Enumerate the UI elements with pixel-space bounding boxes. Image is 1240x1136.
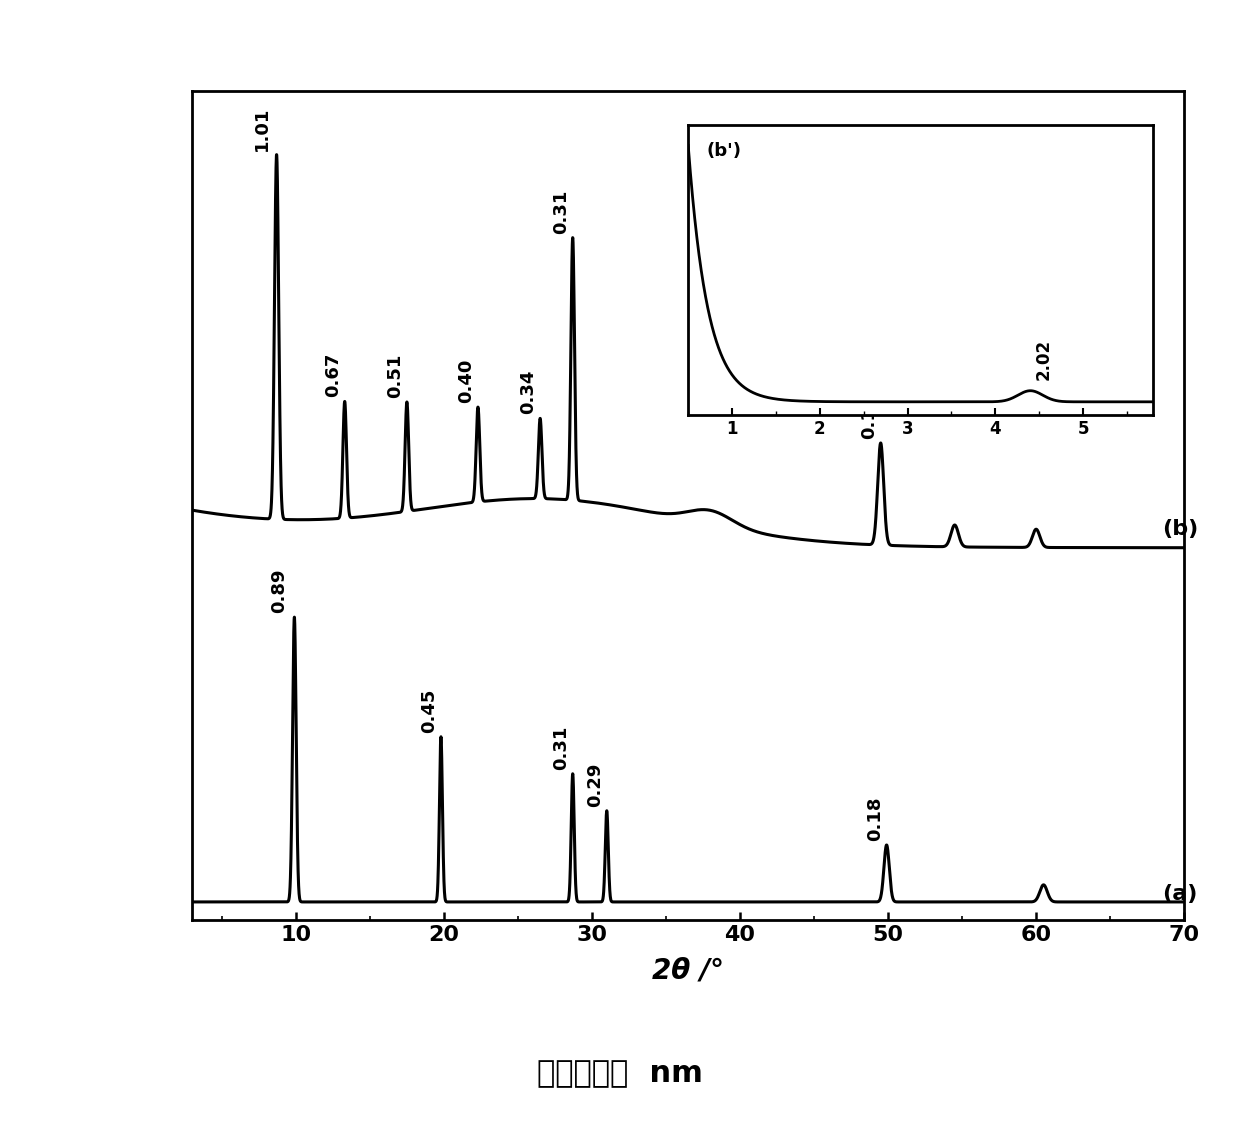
- Text: 0.40: 0.40: [458, 359, 475, 403]
- X-axis label: 2θ /°: 2θ /°: [652, 957, 724, 984]
- Text: 0.29: 0.29: [587, 762, 604, 807]
- Text: (b): (b): [1162, 519, 1198, 540]
- Text: 0.31: 0.31: [552, 190, 570, 234]
- Text: 1.01: 1.01: [253, 107, 270, 151]
- Text: 衍射单位：  nm: 衍射单位： nm: [537, 1059, 703, 1088]
- Text: 0.31: 0.31: [552, 726, 570, 770]
- Text: (b'): (b'): [707, 142, 742, 160]
- Text: 0.18: 0.18: [866, 796, 884, 841]
- Text: 0.51: 0.51: [386, 353, 404, 398]
- Text: 0.89: 0.89: [270, 569, 289, 613]
- Text: 2.02: 2.02: [1034, 340, 1053, 381]
- Text: 0.34: 0.34: [520, 370, 537, 415]
- Text: (a): (a): [1162, 884, 1198, 904]
- Text: 0.67: 0.67: [324, 353, 342, 398]
- Text: 0.18: 0.18: [859, 394, 878, 438]
- Text: 0.45: 0.45: [420, 688, 438, 733]
